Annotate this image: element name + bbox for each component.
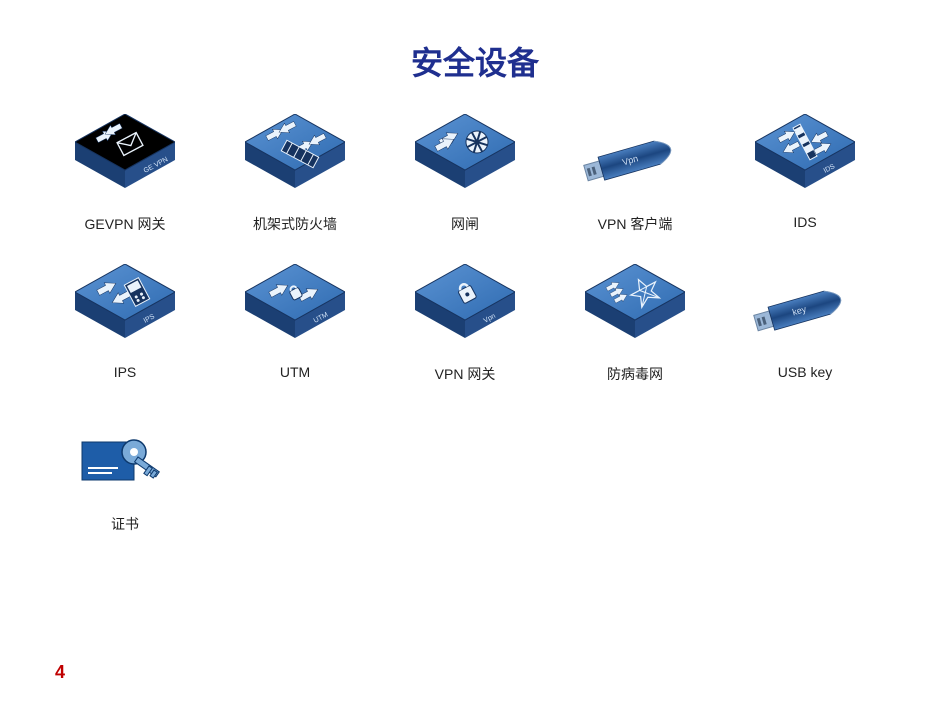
icon-grid: GE VPN GEVPN 网关 [0,84,950,534]
utm-icon: UTM [240,264,350,354]
utm-label: UTM [280,364,310,380]
device-ips: IPS IPS [70,264,180,384]
av-label: 防病毒网 [607,364,663,384]
vpngw-label: VPN 网关 [435,364,496,384]
device-gap: 网闸 [410,114,520,234]
gap-label: 网闸 [451,214,479,234]
rackfw-label: 机架式防火墙 [253,214,337,234]
page-title: 安全设备 [0,0,950,84]
gevpn-icon: GE VPN [70,114,180,204]
rackfw-icon [240,114,350,204]
device-utm: UTM UTM [240,264,350,384]
usbkey-icon: key [750,264,860,354]
gevpn-label: GEVPN 网关 [85,214,166,234]
vpncli-icon: Vpn [580,114,690,204]
ids-label: IDS [793,214,816,230]
device-rackfw: 机架式防火墙 [240,114,350,234]
device-gevpn: GE VPN GEVPN 网关 [70,114,180,234]
ips-label: IPS [114,364,137,380]
cert-icon [70,414,180,504]
ips-icon: IPS [70,264,180,354]
av-icon [580,264,690,354]
device-ids: IDS IDS [750,114,860,234]
vpngw-icon: Vpn [410,264,520,354]
device-vpncli: Vpn VPN 客户端 [580,114,690,234]
page-number: 4 [55,662,65,683]
gap-icon [410,114,520,204]
usbkey-label: USB key [778,364,832,380]
device-vpngw: Vpn VPN 网关 [410,264,520,384]
device-cert: 证书 [70,414,180,534]
device-usbkey: key USB key [750,264,860,384]
ids-icon: IDS [750,114,860,204]
vpncli-label: VPN 客户端 [598,214,673,234]
cert-label: 证书 [111,514,139,534]
device-av: 防病毒网 [580,264,690,384]
